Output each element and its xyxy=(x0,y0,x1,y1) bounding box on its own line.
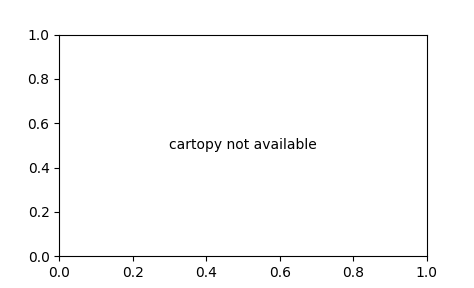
Text: cartopy not available: cartopy not available xyxy=(169,139,317,152)
